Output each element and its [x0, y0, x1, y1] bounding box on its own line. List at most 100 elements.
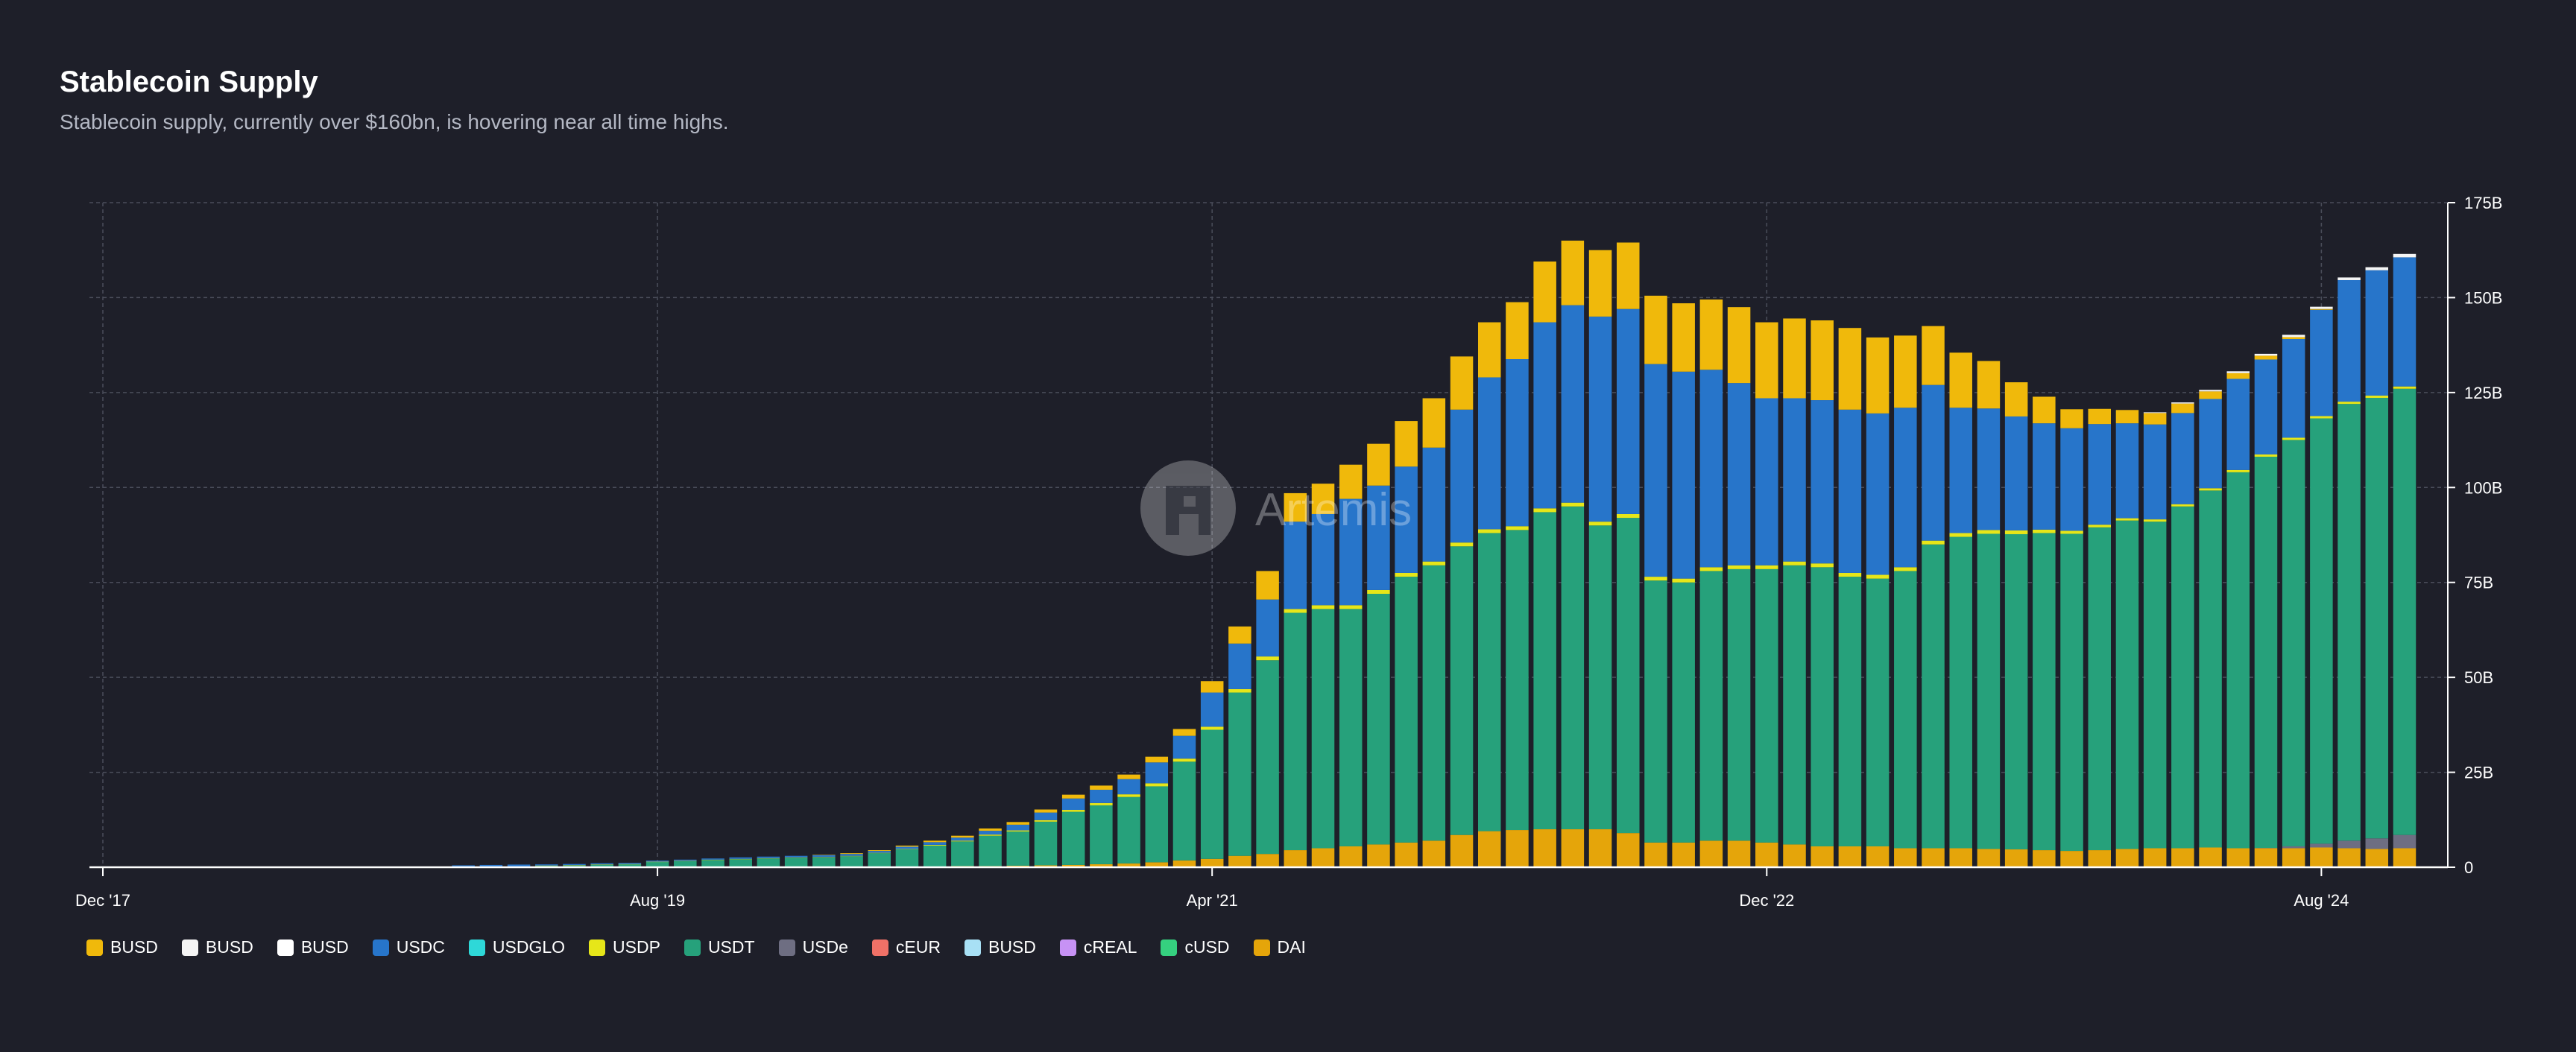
legend-item-usdc[interactable]: USDC: [372, 937, 445, 957]
bar-segment-busd: [1506, 302, 1529, 360]
bar-segment-usdc: [1477, 377, 1501, 530]
legend: BUSD BUSD BUSD USDC USDGLO USDP USDT USDe cEUR BU…: [86, 937, 1306, 957]
axes: 0 25B 50B 75B 100B 125B 150B 175B Dec '17 Aug '19…: [75, 194, 2502, 910]
bar-segment-usdp: [1284, 609, 1307, 613]
legend-item-dai[interactable]: DAI: [1253, 937, 1306, 957]
bar-segment-usdt: [729, 859, 752, 867]
legend-item-busd[interactable]: BUSD: [277, 937, 349, 957]
legend-item-busd[interactable]: BUSD: [964, 937, 1036, 957]
bar-segment-usdp: [1339, 605, 1363, 609]
bar-segment-busd: [1755, 322, 1778, 399]
bar-segment-busd: [1284, 492, 1307, 522]
bar-segment-usdc: [618, 863, 642, 864]
legend-item-cusd[interactable]: cUSD: [1161, 937, 1230, 957]
bar-segment-usdc: [479, 864, 503, 867]
bar-segment-usdc: [1422, 447, 1446, 562]
bar-segment-usdt: [1617, 518, 1640, 834]
bar-segment-usdc: [2033, 423, 2056, 530]
legend-item-ceur[interactable]: cEUR: [871, 937, 941, 957]
bar-segment-busd: [2171, 403, 2194, 413]
bar-segment-busd: [1256, 571, 1279, 600]
bar-segment-usdc: [1838, 409, 1862, 573]
bar-segment-busd: [2282, 337, 2305, 339]
y-tick-label: 75B: [2464, 574, 2493, 592]
legend-item-creal[interactable]: cREAL: [1059, 937, 1137, 957]
bar-segment-usdc: [1811, 400, 1834, 564]
bar-segment-busd: [1228, 626, 1251, 644]
bar-segment-dai: [1200, 858, 1224, 867]
bar-segment-usdp: [1395, 572, 1418, 577]
bar-segment-usdc: [1672, 371, 1695, 579]
bar-segment-usdp: [1977, 530, 2001, 534]
bar-segment-dai: [2004, 849, 2028, 867]
bar-segment-busd: [2171, 402, 2194, 404]
bar-segment-usdc: [1949, 408, 1972, 533]
legend-label: BUSD: [988, 937, 1036, 957]
bar-segment-usdp: [1811, 563, 1834, 568]
bar-segment-busd: [1699, 299, 1723, 370]
bar-segment-usdp: [1506, 526, 1529, 530]
y-tick-label: 125B: [2464, 384, 2502, 402]
legend-item-usdt[interactable]: USDT: [684, 937, 755, 957]
bar-segment-usdc: [1561, 305, 1585, 503]
bar-segment-usdp: [1866, 574, 1890, 579]
legend-item-busd[interactable]: BUSD: [181, 937, 253, 957]
bar-segment-busd: [1395, 421, 1418, 467]
y-tick-label: 175B: [2464, 194, 2502, 212]
bar-segment-dai: [1061, 864, 1085, 867]
bar-segment-usdp: [1256, 656, 1279, 661]
bar-segment-dai: [1699, 840, 1723, 867]
bar-segment-usdc: [1200, 692, 1224, 727]
bar-segment-busd: [868, 850, 891, 852]
legend-swatch: [871, 939, 888, 956]
bar-segment-usdt: [1339, 609, 1363, 846]
bar-segment-usdp: [1477, 529, 1501, 533]
legend-item-usdglo[interactable]: USDGLO: [468, 937, 566, 957]
bar-segment-usdc: [1172, 735, 1196, 759]
bar-segment-busd: [1672, 303, 1695, 372]
bar-segment-dai: [1090, 864, 1113, 867]
bar-segment-busd: [1811, 320, 1834, 401]
bar-segment-usdc: [2337, 279, 2361, 402]
bar-segment-usdc: [1228, 643, 1251, 689]
legend-label: USDGLO: [492, 937, 566, 957]
bar-segment-busd: [1866, 337, 1890, 413]
bar-segment-dai: [1783, 844, 1806, 867]
bar-segment-dai: [2365, 849, 2389, 867]
bar-segment-usdt: [2033, 533, 2056, 851]
bar-segment-usdt: [840, 856, 863, 866]
bar-segment-usdp: [1200, 726, 1224, 730]
bar-segment-usdc: [2060, 428, 2083, 531]
legend-label: cEUR: [895, 937, 941, 957]
artemis-logo-glyph: [1166, 486, 1210, 535]
bar-segment-usdp: [2060, 530, 2083, 534]
bar-segment-usdp: [2115, 518, 2139, 521]
bar-segment-usdc: [812, 855, 836, 858]
bar-segment-usdc: [1783, 398, 1806, 562]
bar-segment-usdp: [1061, 810, 1085, 812]
bar-segment-usdt: [674, 861, 697, 867]
bar-segment-usdc: [1034, 812, 1058, 820]
legend-item-usdp[interactable]: USDP: [589, 937, 660, 957]
bar-segment-usdp: [951, 840, 974, 842]
bar-segment-dai: [2282, 848, 2305, 867]
bar-segment-dai: [1172, 860, 1196, 867]
bar-segment-busd: [895, 845, 919, 847]
bar-segment-usdc: [1367, 485, 1390, 590]
x-tick-label: Aug '24: [2294, 891, 2349, 910]
bar-segment-usdt: [1422, 565, 1446, 841]
legend-swatch: [1059, 939, 1076, 956]
bar-segment-dai: [2115, 849, 2139, 867]
bar-segment-usdp: [645, 861, 669, 863]
legend-item-usde[interactable]: USDe: [778, 937, 848, 957]
bar-segment-dai: [2254, 848, 2278, 867]
bar-segment-usdp: [590, 864, 613, 865]
bar-segment-usdp: [1117, 794, 1140, 797]
legend-item-busd[interactable]: BUSD: [86, 937, 158, 957]
bar-segment-dai: [1311, 848, 1335, 867]
legend-swatch: [1253, 939, 1270, 956]
bar-segment-dai: [2143, 848, 2167, 867]
bar-segment-dai: [1477, 831, 1501, 867]
bar-segment-dai: [2171, 848, 2194, 867]
